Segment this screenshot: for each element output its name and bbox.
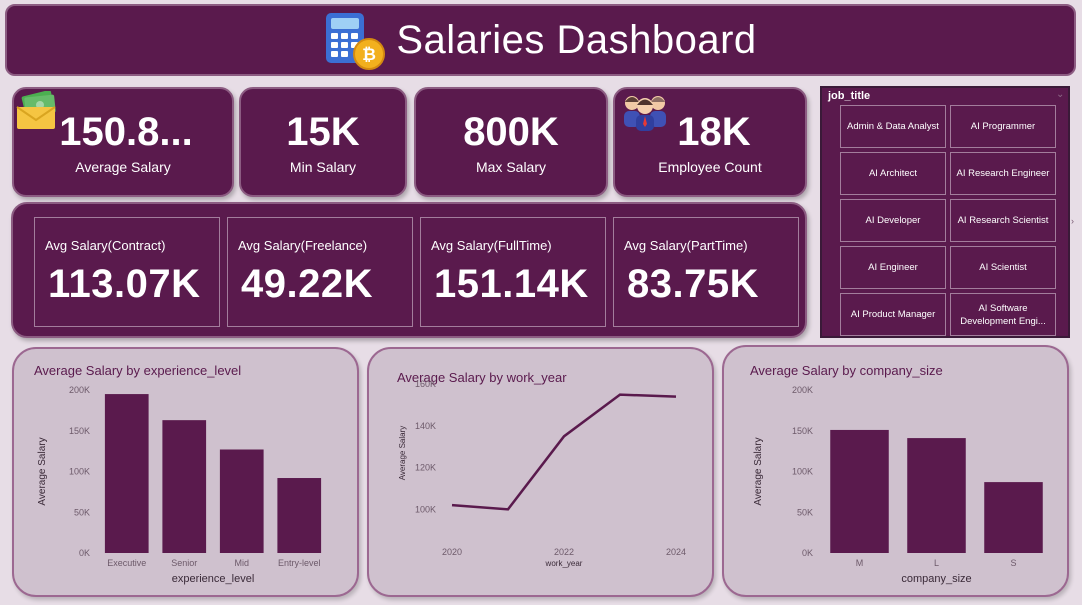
chart-title: Average Salary by work_year	[397, 370, 567, 385]
contract-card: Avg Salary(Contract) 113.07K	[34, 217, 220, 327]
bar	[907, 438, 966, 553]
y-tick-label: 100K	[792, 467, 813, 477]
parttime-card: Avg Salary(PartTime) 83.75K	[613, 217, 799, 327]
slicer-item[interactable]: AI Architect	[840, 152, 946, 195]
bar	[277, 478, 322, 553]
x-tick-label: S	[1010, 558, 1016, 568]
kpi-label: Average Salary	[75, 159, 171, 175]
bar	[162, 420, 207, 553]
kpi-min-salary-card: 15K Min Salary	[239, 87, 407, 197]
page-title: Salaries Dashboard	[396, 17, 757, 62]
x-tick-label: Executive	[107, 558, 146, 568]
y-axis-label: Average Salary	[753, 437, 764, 505]
y-tick-label: 50K	[74, 507, 90, 517]
parttime-value: 83.75K	[627, 262, 759, 306]
chart-title: Average Salary by company_size	[750, 363, 943, 378]
header-banner: ₿ Salaries Dashboard	[5, 4, 1076, 76]
chevron-down-icon[interactable]: ⌄	[1056, 89, 1065, 100]
bar	[830, 429, 889, 553]
kpi-value: 18K	[677, 110, 751, 154]
kpi-value: 800K	[463, 110, 559, 154]
kpi-max-salary-card: 800K Max Salary	[414, 87, 608, 197]
x-axis-label: experience_level	[172, 573, 255, 585]
bar	[984, 482, 1043, 553]
chart-card-work-year: Average Salary by work_year 100K 120K 140K…	[367, 347, 714, 597]
kpi-value: 15K	[286, 110, 360, 154]
calculator-bitcoin-icon: ₿	[324, 9, 386, 71]
x-tick-label: 2024	[666, 547, 686, 557]
fulltime-card: Avg Salary(FullTime) 151.14K	[420, 217, 606, 327]
slicer-item[interactable]: AI Developer	[840, 199, 946, 242]
x-axis-label: work_year	[545, 559, 583, 568]
y-tick-label: 160K	[415, 379, 436, 389]
scroll-right-icon[interactable]: ›	[1071, 216, 1074, 226]
x-tick-label: M	[856, 558, 864, 568]
y-tick-label: 200K	[69, 385, 90, 395]
y-tick-label: 150K	[792, 426, 813, 436]
employees-icon	[621, 91, 669, 136]
contract-value: 113.07K	[48, 262, 201, 306]
kpi-average-salary-card: 150.8... Average Salary	[12, 87, 234, 197]
y-tick-label: 0K	[802, 548, 813, 558]
kpi-employee-count-card: 18K Employee Count	[613, 87, 807, 197]
line-series	[451, 393, 677, 511]
fulltime-label: Avg Salary(FullTime)	[431, 238, 552, 253]
x-axis-label: company_size	[901, 573, 971, 585]
slicer-item[interactable]: AI Engineer	[840, 246, 946, 289]
y-tick-label: 50K	[797, 507, 813, 517]
parttime-label: Avg Salary(PartTime)	[624, 238, 748, 253]
y-tick-label: 120K	[415, 463, 436, 473]
chart-card-company-size: Average Salary by company_size 0K 50K 100K…	[722, 345, 1069, 597]
x-tick-label: Senior	[171, 558, 197, 568]
kpi-label: Min Salary	[289, 159, 357, 175]
y-tick-label: 200K	[792, 385, 813, 395]
slicer-item[interactable]: Admin & Data Analyst	[840, 105, 946, 148]
y-tick-label: 140K	[415, 421, 436, 431]
x-tick-label: Mid	[234, 558, 249, 568]
y-tick-label: 100K	[69, 467, 90, 477]
work-year-line-chart: 100K 120K 140K 160K 2020 2022 2024 work_year Ave…	[398, 379, 686, 568]
freelance-card: Avg Salary(Freelance) 49.22K	[227, 217, 413, 327]
slicer-item[interactable]: AI Software Development Engi...	[950, 293, 1056, 336]
bar	[104, 394, 149, 553]
bar	[219, 449, 264, 553]
slicer-title: job_title	[828, 90, 871, 102]
y-tick-label: 0K	[79, 548, 90, 558]
kpi-label: Employee Count	[658, 159, 762, 175]
contract-label: Avg Salary(Contract)	[45, 238, 166, 253]
kpi-value: 150.8...	[59, 110, 193, 154]
x-tick-label: Entry-level	[278, 558, 321, 568]
y-axis-label: Average Salary	[37, 437, 48, 505]
job-title-slicer: job_title ⌄ Admin & Data Analyst AI Prog…	[820, 86, 1070, 338]
slicer-item[interactable]: AI Product Manager	[840, 293, 946, 336]
slicer-item[interactable]: AI Scientist	[950, 246, 1056, 289]
slicer-item[interactable]: AI Research Engineer	[950, 152, 1056, 195]
svg-text:₿: ₿	[362, 45, 376, 64]
x-tick-label: L	[934, 558, 939, 568]
money-envelope-icon	[15, 90, 59, 136]
x-tick-label: 2022	[554, 547, 574, 557]
chart-card-experience: Average Salary by experience_level 0K 50K…	[12, 347, 359, 597]
experience-level-bar-chart: 0K 50K 100K 150K 200K Executive Senior Mid Entry…	[37, 385, 322, 585]
contract-type-panel: Avg Salary(Contract) 113.07K Avg Salary(…	[11, 202, 807, 338]
y-axis-label: Average Salary	[398, 426, 407, 481]
freelance-label: Avg Salary(Freelance)	[238, 238, 368, 253]
y-tick-label: 100K	[415, 504, 436, 514]
chart-title: Average Salary by experience_level	[34, 363, 242, 378]
slicer-item[interactable]: AI Programmer	[950, 105, 1056, 148]
freelance-value: 49.22K	[241, 262, 373, 306]
kpi-label: Max Salary	[475, 159, 547, 175]
fulltime-value: 151.14K	[434, 262, 589, 306]
slicer-item[interactable]: AI Research Scientist	[950, 199, 1056, 242]
x-tick-label: 2020	[442, 547, 462, 557]
y-tick-label: 150K	[69, 426, 90, 436]
